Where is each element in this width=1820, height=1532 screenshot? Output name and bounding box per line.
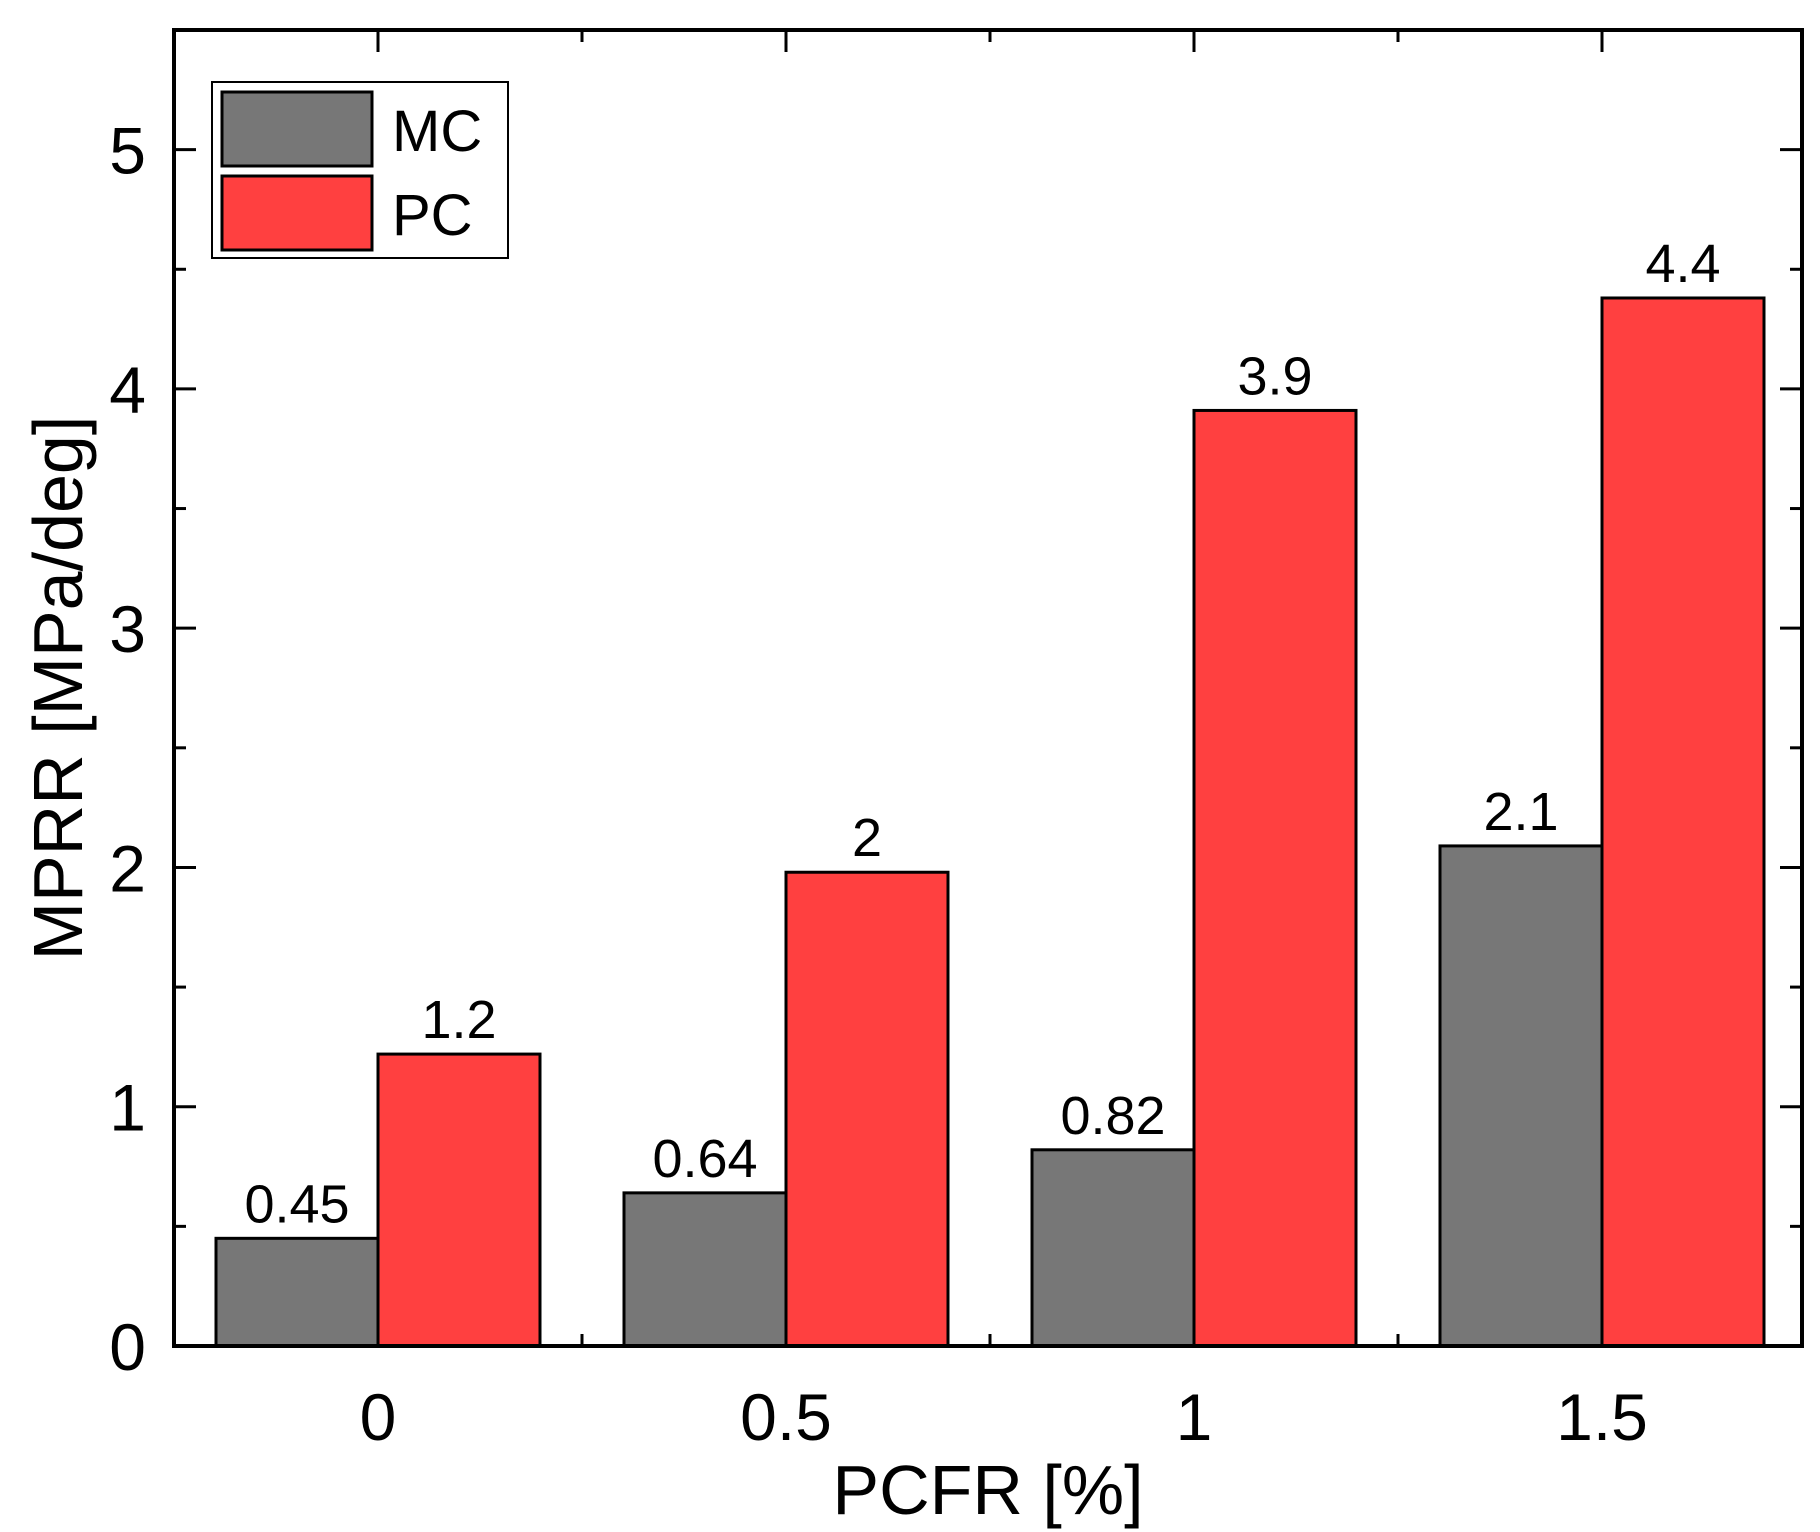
- ticks-layer: 0 1 2 3 4 5 0 0.5 1 1.5: [109, 30, 1802, 1454]
- y-tick-label-2: 2: [109, 831, 146, 905]
- data-label-pc-0: 1.2: [421, 990, 496, 1050]
- legend: MC PC: [211, 81, 509, 259]
- legend-swatch-mc: [220, 90, 374, 168]
- bar-pc-0_5: [784, 870, 950, 1348]
- data-label-pc-1_5: 4.4: [1645, 234, 1720, 294]
- bar-pc-1: [1192, 408, 1358, 1348]
- y-tick-label-4: 4: [109, 353, 146, 427]
- data-label-pc-1: 3.9: [1237, 346, 1312, 406]
- bar-mc-1: [1030, 1148, 1196, 1348]
- bar-pc-0: [376, 1052, 542, 1348]
- bar-mc-0: [214, 1236, 380, 1348]
- data-label-mc-0_5: 0.64: [652, 1129, 757, 1189]
- data-label-mc-0: 0.45: [244, 1174, 349, 1234]
- legend-label-mc: MC: [392, 99, 482, 164]
- bar-pc-1_5: [1600, 296, 1766, 1348]
- data-label-mc-1: 0.82: [1060, 1086, 1165, 1146]
- y-tick-label-5: 5: [109, 114, 146, 188]
- y-tick-label-3: 3: [109, 592, 146, 666]
- data-label-mc-1_5: 2.1: [1483, 782, 1558, 842]
- bar-mc-0_5: [622, 1191, 788, 1348]
- data-labels-layer: 0.45 1.2 0.64 2 0.82 3.9 2.1 4.4: [244, 234, 1720, 1234]
- x-tick-label-1: 1: [1176, 1380, 1213, 1454]
- x-tick-label-0.5: 0.5: [740, 1380, 832, 1454]
- legend-swatch-pc: [220, 174, 374, 252]
- plot-frame: [172, 28, 1804, 1348]
- bar-mc-1_5: [1438, 844, 1604, 1348]
- y-tick-label-0: 0: [109, 1310, 146, 1384]
- bars-layer: [214, 296, 1766, 1348]
- legend-label-pc: PC: [392, 183, 473, 248]
- y-axis-title: MPRR [MPa/deg]: [19, 416, 97, 961]
- y-tick-label-1: 1: [109, 1071, 146, 1145]
- x-axis-title: PCFR [%]: [832, 1451, 1143, 1529]
- x-tick-label-0: 0: [360, 1380, 397, 1454]
- data-label-pc-0_5: 2: [852, 808, 882, 868]
- x-tick-label-1.5: 1.5: [1556, 1380, 1648, 1454]
